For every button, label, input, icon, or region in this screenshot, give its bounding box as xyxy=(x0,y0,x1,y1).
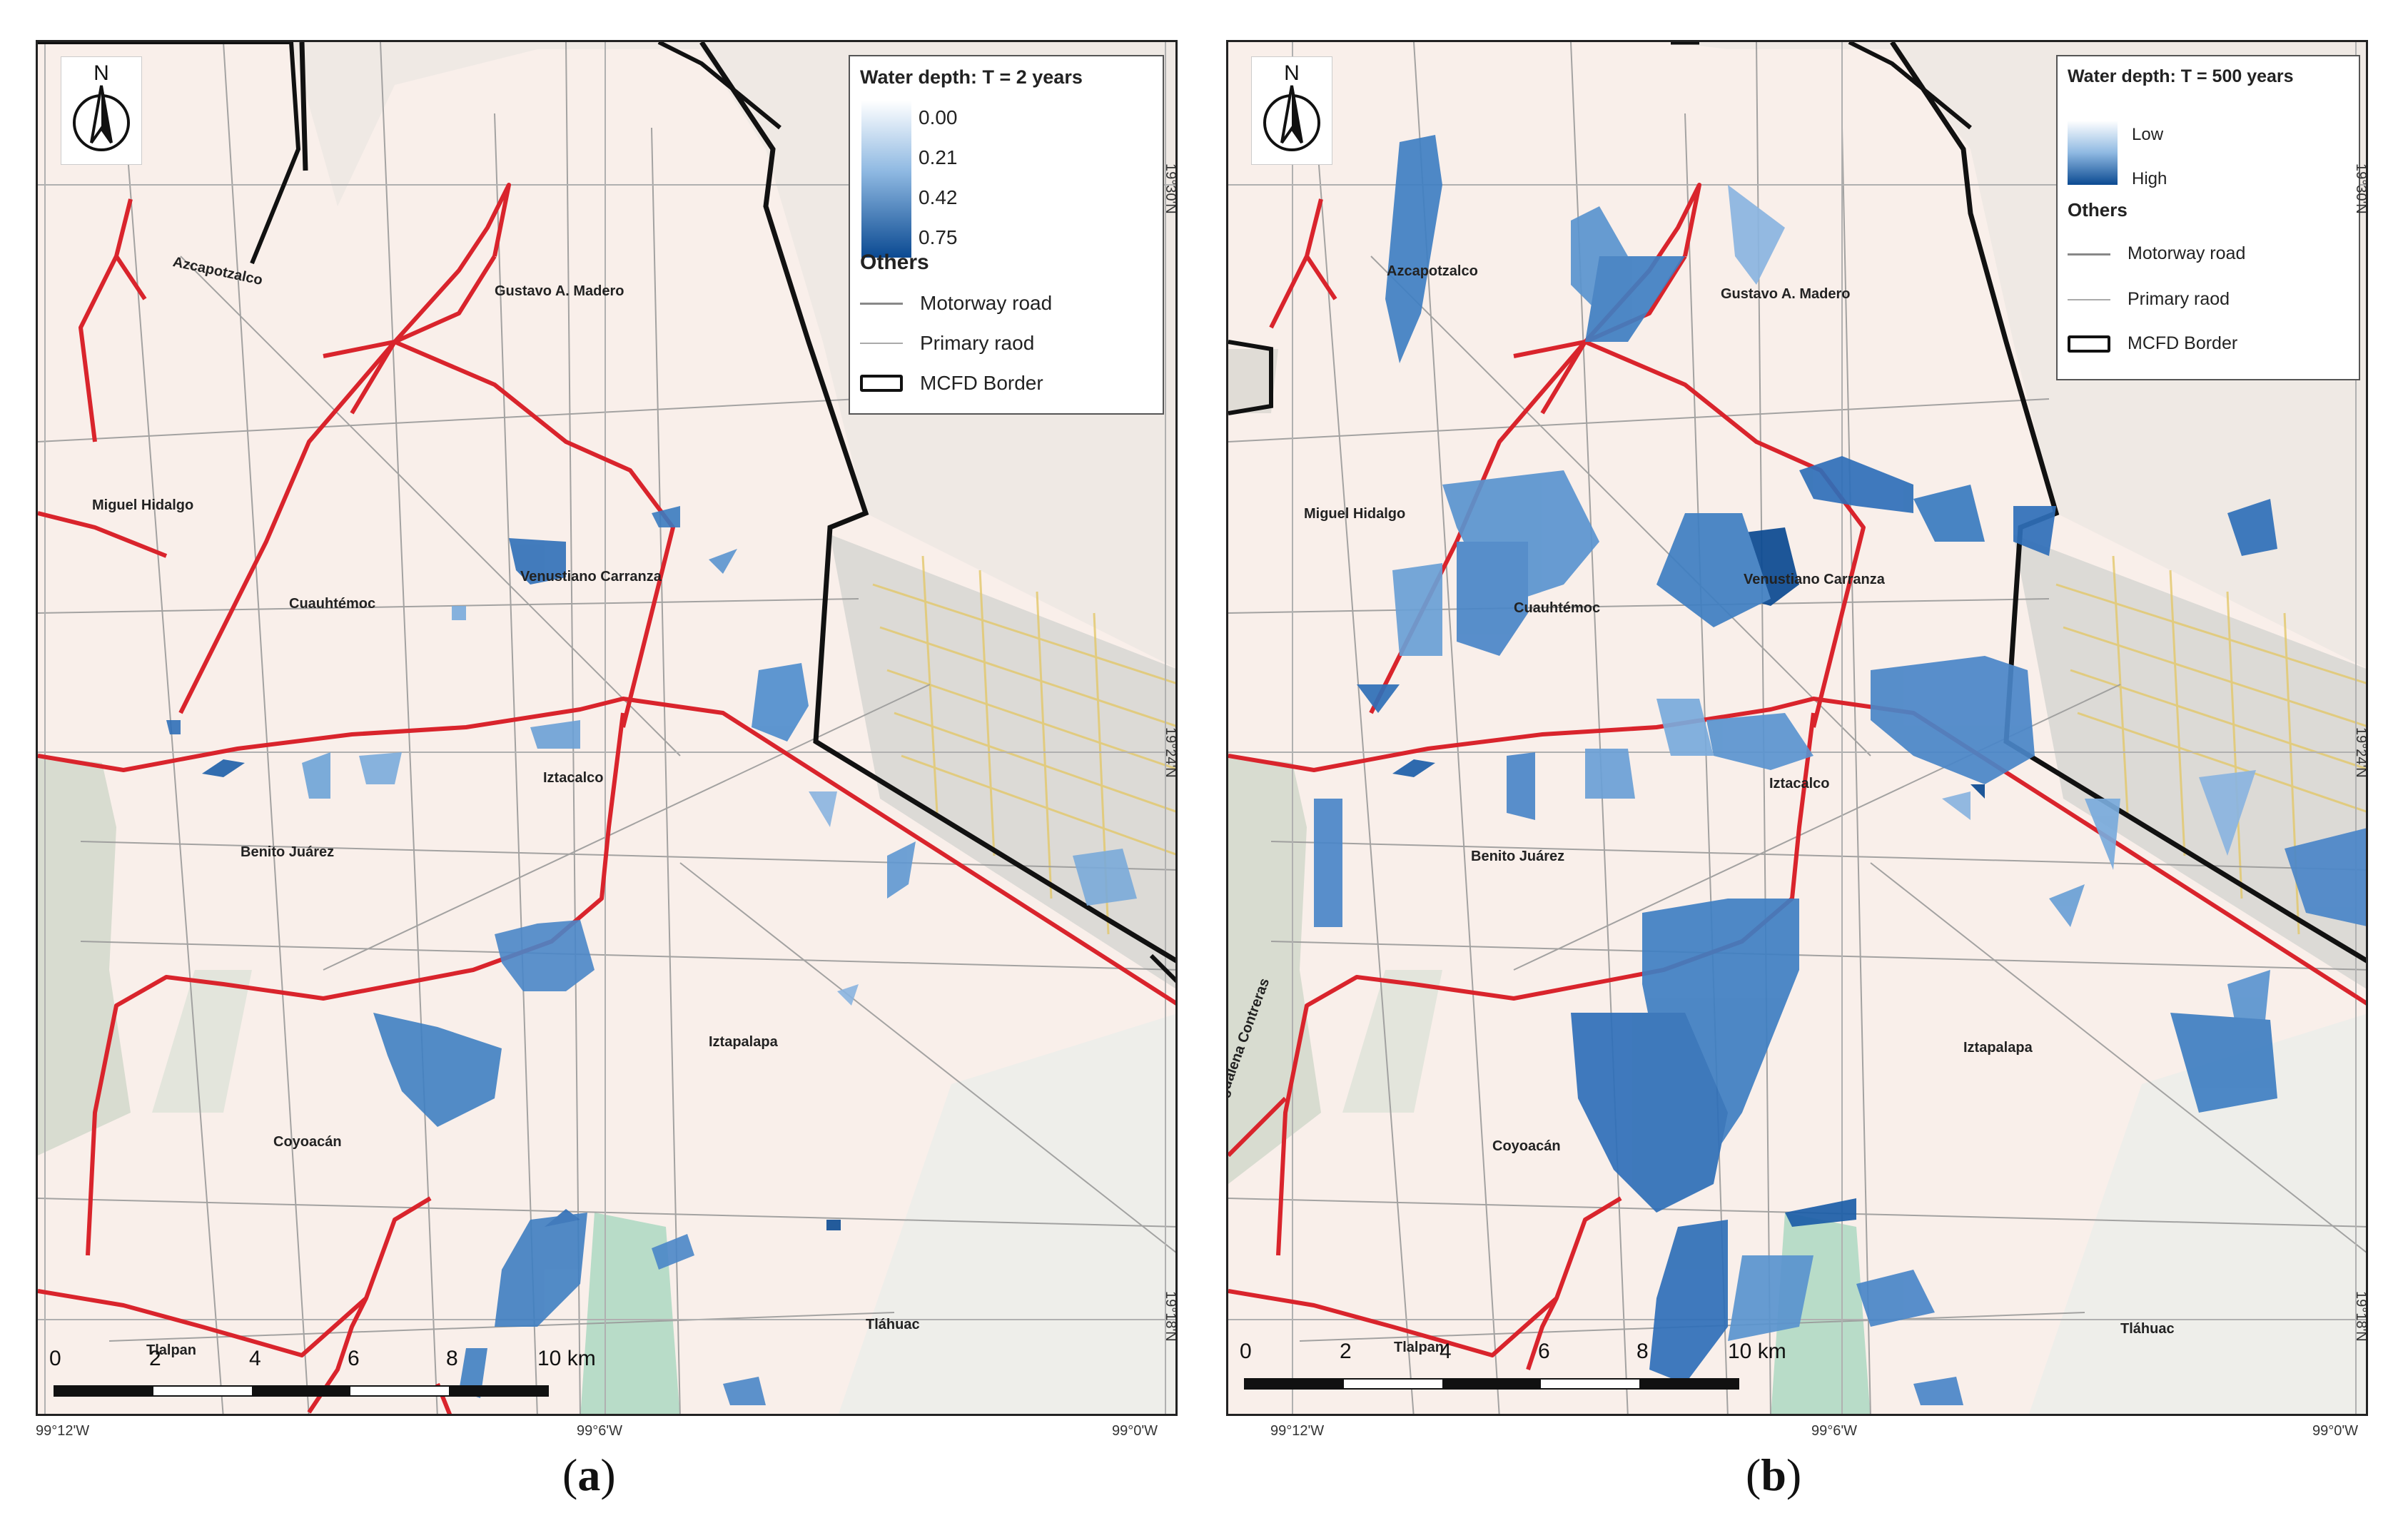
district-label: Iztacalco xyxy=(1769,776,1830,791)
map-panel-a: N Azcapotzalco Gustavo A. Madero Miguel … xyxy=(36,40,1192,1439)
scale-label: 2 xyxy=(1340,1340,1352,1363)
district-label: Gustavo A. Madero xyxy=(1721,286,1851,302)
lon-tick: 99°0'W xyxy=(2312,1423,2359,1439)
legend-item-label: Primary raod xyxy=(920,332,1035,354)
scale-label: 0 xyxy=(1240,1340,1252,1363)
legend-item-border: MCFD Border xyxy=(860,372,1043,395)
district-label: Tlalpan xyxy=(146,1342,197,1358)
legend-item-primary: Primary raod xyxy=(2068,289,2230,310)
scale-bar xyxy=(1244,1378,1739,1390)
district-label: Tlalpan xyxy=(1394,1340,1445,1355)
legend-others-label: Others xyxy=(2068,199,2128,221)
lat-tick: 19°24'N xyxy=(1163,727,1178,778)
district-label: Venustiano Carranza xyxy=(520,569,662,585)
district-label: Azcapotzalco xyxy=(1387,263,1478,279)
district-label: Gustavo A. Madero xyxy=(495,283,624,299)
depth-ramp xyxy=(2068,121,2118,185)
legend-title: Water depth: T = 2 years xyxy=(860,66,1083,88)
caption-a: (a) xyxy=(562,1449,616,1500)
district-label: Coyoacán xyxy=(273,1134,342,1150)
lon-tick: 99°0'W xyxy=(1112,1423,1158,1439)
legend-value: 0.21 xyxy=(919,146,958,168)
map-frame: N Azcapotzalco Gustavo A. Madero Miguel … xyxy=(36,40,1178,1416)
legend-item-border: MCFD Border xyxy=(2068,333,2237,354)
scale-label: 10 km xyxy=(1728,1340,1786,1363)
district-label: Miguel Hidalgo xyxy=(92,497,194,513)
map-frame: N Azcapotzalco Gustavo A. Madero Miguel … xyxy=(1226,40,2368,1416)
legend-value: High xyxy=(2132,169,2167,188)
district-label: Iztapalapa xyxy=(1963,1040,2033,1056)
district-label: Benito Juárez xyxy=(1471,849,1565,864)
scale-label: 6 xyxy=(1538,1340,1550,1363)
north-arrow: N xyxy=(61,56,142,165)
legend-others-label: Others xyxy=(860,251,929,274)
lon-tick: 99°6'W xyxy=(577,1423,623,1439)
lat-tick: 19°30'N xyxy=(2353,163,2368,214)
scale-label: 8 xyxy=(1636,1340,1649,1363)
scale-label: 4 xyxy=(249,1347,261,1370)
north-arrow: N xyxy=(1251,56,1332,165)
district-label: Tláhuac xyxy=(866,1317,920,1332)
compass-icon: N xyxy=(1263,61,1320,151)
legend-item-primary: Primary raod xyxy=(860,332,1034,355)
lon-tick: 99°12'W xyxy=(1270,1423,1325,1439)
district-label: Tláhuac xyxy=(2120,1321,2175,1337)
district-label: Benito Juárez xyxy=(241,844,335,860)
lat-tick: 19°30'N xyxy=(1163,163,1178,214)
district-label: Venustiano Carranza xyxy=(1744,572,1885,587)
district-label: Iztacalco xyxy=(543,770,604,786)
legend-item-label: Motorway road xyxy=(920,292,1053,314)
legend-value: 0.75 xyxy=(919,226,958,248)
legend-title: Water depth: T = 500 years xyxy=(2068,66,2294,86)
north-label: N xyxy=(1284,61,1300,85)
district-label: Cuauhtémoc xyxy=(1514,600,1601,616)
legend-item-label: MCFD Border xyxy=(920,372,1043,394)
compass-icon: N xyxy=(73,61,130,151)
legend-value: 0.00 xyxy=(919,106,958,128)
scale-label: 8 xyxy=(446,1347,458,1370)
legend-item-motorway: Motorway road xyxy=(860,292,1052,315)
lon-tick: 99°6'W xyxy=(1811,1423,1858,1439)
lat-tick: 19°18'N xyxy=(2353,1291,2368,1342)
scale-bar xyxy=(54,1385,549,1397)
depth-ramp xyxy=(861,101,911,258)
scale-label: 6 xyxy=(348,1347,360,1370)
legend: Water depth: T = 500 years Low High Othe… xyxy=(2056,55,2360,380)
scale-label: 2 xyxy=(149,1347,161,1370)
district-label: Miguel Hidalgo xyxy=(1304,506,1406,522)
legend-item-label: MCFD Border xyxy=(2128,333,2238,353)
legend-value: Low xyxy=(2132,125,2164,144)
north-label: N xyxy=(93,61,109,85)
lat-tick: 19°24'N xyxy=(2353,727,2368,778)
district-label: Iztapalapa xyxy=(709,1034,778,1050)
caption-b: (b) xyxy=(1746,1449,1802,1500)
district-label: Cuauhtémoc xyxy=(289,596,376,612)
scale-label: 10 km xyxy=(537,1347,596,1370)
scale-label: 4 xyxy=(1440,1340,1452,1363)
lon-tick: 99°12'W xyxy=(36,1423,90,1439)
legend: Water depth: T = 2 years 0.00 0.21 0.42 … xyxy=(849,55,1164,415)
lat-tick: 19°18'N xyxy=(1163,1291,1178,1342)
scale-label: 0 xyxy=(49,1347,61,1370)
legend-item-label: Motorway road xyxy=(2128,243,2246,263)
map-panel-b: N Azcapotzalco Gustavo A. Madero Miguel … xyxy=(1226,40,2382,1439)
district-label: Coyoacán xyxy=(1492,1138,1561,1154)
basemap xyxy=(1228,42,2366,1414)
legend-item-motorway: Motorway road xyxy=(2068,243,2245,264)
legend-item-label: Primary raod xyxy=(2128,289,2230,309)
legend-value: 0.42 xyxy=(919,186,958,208)
